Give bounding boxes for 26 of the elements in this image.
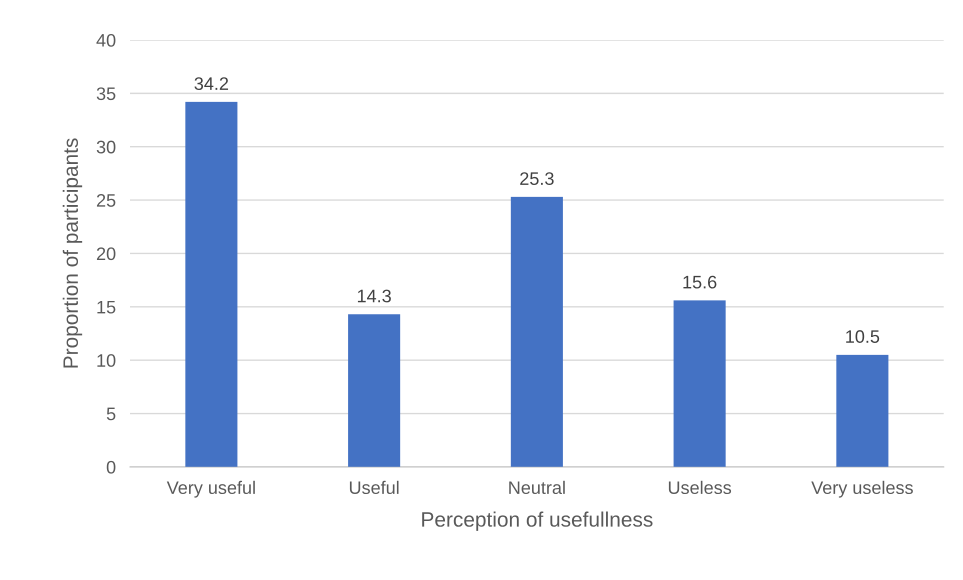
x-tick-label: Very useful	[166, 480, 255, 498]
y-tick-label: 15	[97, 300, 116, 314]
data-label: 10.5	[846, 330, 880, 343]
y-tick-label: 25	[96, 194, 116, 207]
data-label: 15.6	[683, 276, 716, 289]
x-tick-label: Useless	[668, 480, 732, 494]
y-tick-label: 40	[96, 34, 116, 47]
data-label: 34.2	[194, 77, 228, 90]
bar	[348, 314, 400, 467]
y-axis-title: Proportion of participants	[62, 138, 82, 368]
y-tick-label: 10	[97, 354, 116, 367]
y-tick-label: 20	[96, 247, 116, 260]
bar	[510, 196, 563, 467]
x-axis-title: Perception of usefullness	[422, 512, 653, 531]
x-tick-label: Neutral	[509, 480, 565, 494]
x-tick-label: Very useless	[811, 480, 913, 498]
bar	[185, 102, 238, 467]
y-tick-label: 0	[106, 460, 116, 474]
data-label: 25.3	[520, 172, 554, 185]
bar	[674, 300, 726, 467]
y-tick-label: 5	[106, 408, 116, 420]
y-tick-label: 35	[96, 87, 116, 100]
data-label: 14.3	[358, 290, 391, 302]
bar	[836, 354, 888, 467]
y-tick-label: 30	[96, 140, 116, 154]
x-tick-label: Useful	[350, 480, 399, 494]
